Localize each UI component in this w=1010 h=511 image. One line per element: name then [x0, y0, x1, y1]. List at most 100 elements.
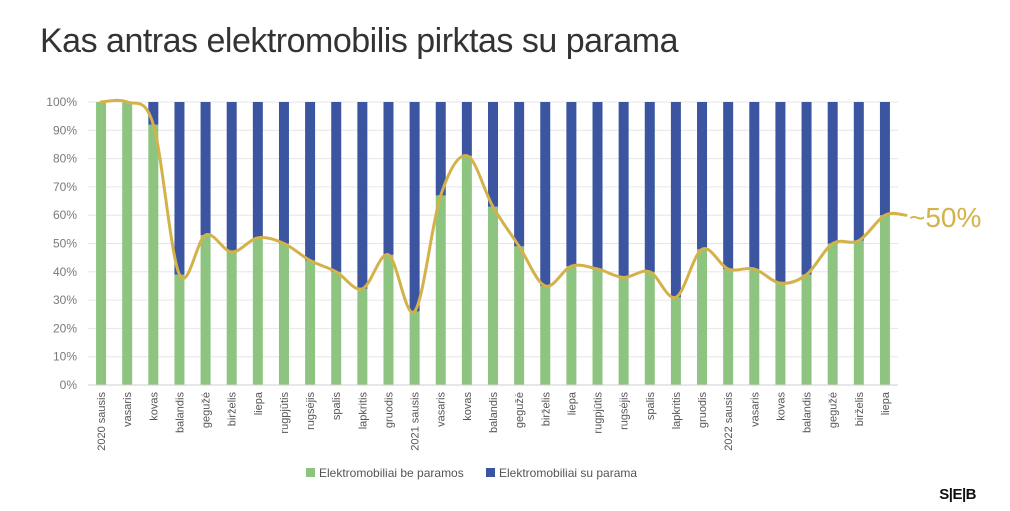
bar-be-paramos	[592, 268, 603, 385]
bar-be-paramos	[749, 268, 760, 385]
bar-su-parama	[278, 102, 289, 244]
x-tick-label: balandis	[802, 392, 814, 433]
y-tick-label: 10%	[53, 350, 77, 364]
bar-su-parama	[540, 102, 551, 286]
bar-be-paramos	[200, 235, 211, 385]
bar-su-parama	[461, 102, 472, 156]
x-tick-label: birželis	[540, 392, 552, 427]
bar-su-parama	[252, 102, 263, 238]
trend-line	[99, 98, 908, 314]
bar-su-parama	[409, 102, 420, 312]
bar-be-paramos	[775, 283, 786, 385]
bar-be-paramos	[226, 251, 237, 385]
bar-be-paramos	[148, 124, 159, 385]
y-tick-label: 40%	[53, 265, 77, 279]
bar-be-paramos	[383, 254, 394, 385]
bar-be-paramos	[409, 311, 420, 385]
x-tick-label: liepa	[566, 391, 578, 415]
bar-be-paramos	[514, 246, 525, 385]
bar-su-parama	[383, 102, 394, 255]
x-tick-label: 2021 sausis	[410, 392, 422, 451]
x-tick-label: gegužė	[201, 392, 213, 428]
x-tick-label: 2022 sausis	[723, 392, 735, 451]
bar-su-parama	[566, 102, 577, 267]
bar-be-paramos	[801, 274, 812, 385]
bar-be-paramos	[618, 277, 629, 385]
x-tick-label: vasaris	[436, 392, 448, 427]
x-tick-label: birželis	[227, 392, 239, 427]
bar-be-paramos	[278, 243, 289, 385]
bar-su-parama	[879, 102, 890, 216]
x-tick-label: vasaris	[122, 392, 134, 427]
bar-be-paramos	[723, 268, 734, 385]
bar-be-paramos	[697, 249, 708, 385]
bar-su-parama	[618, 102, 629, 278]
bar-su-parama	[723, 102, 734, 269]
bar-su-parama	[488, 102, 498, 207]
bar-su-parama	[514, 102, 525, 247]
seb-logo: S|E|B	[939, 486, 976, 503]
legend-swatch-su-parama	[486, 468, 495, 477]
bar-be-paramos	[461, 155, 472, 385]
trend-annotation: ~50%	[909, 202, 981, 233]
x-tick-label: lapkritis	[357, 392, 369, 430]
x-tick-label: gruodis	[383, 392, 395, 429]
bar-be-paramos	[357, 288, 368, 385]
legend-swatch-be-paramos	[306, 468, 315, 477]
x-tick-label: birželis	[854, 392, 866, 427]
x-tick-label: balandis	[488, 392, 500, 433]
y-tick-label: 0%	[60, 378, 78, 392]
bar-be-paramos	[305, 260, 316, 385]
bar-su-parama	[148, 102, 159, 125]
y-tick-label: 80%	[53, 152, 77, 166]
bar-be-paramos	[670, 297, 681, 385]
y-tick-label: 50%	[53, 237, 77, 251]
x-tick-label: lapkritis	[671, 392, 683, 430]
bar-su-parama	[697, 102, 708, 250]
bar-be-paramos	[96, 102, 107, 385]
bar-su-parama	[644, 102, 655, 272]
y-tick-label: 90%	[53, 123, 77, 137]
y-tick-label: 20%	[53, 321, 77, 335]
y-tick-label: 70%	[53, 180, 77, 194]
bar-su-parama	[827, 102, 838, 244]
bar-be-paramos	[174, 274, 185, 385]
bar-be-paramos	[252, 237, 263, 385]
bar-su-parama	[749, 102, 760, 269]
bar-be-paramos	[331, 271, 342, 385]
bar-be-paramos	[879, 215, 890, 385]
x-tick-label: kovas	[148, 392, 160, 421]
bar-su-parama	[775, 102, 786, 284]
x-tick-label: balandis	[174, 392, 186, 433]
bar-be-paramos	[644, 271, 655, 385]
y-tick-label: 30%	[53, 293, 77, 307]
x-tick-label: vasaris	[749, 392, 761, 427]
bar-be-paramos	[435, 195, 446, 385]
bar-su-parama	[357, 102, 368, 289]
bar-su-parama	[435, 102, 446, 196]
y-tick-label: 60%	[53, 208, 77, 222]
x-tick-label: rugsėjis	[619, 392, 631, 430]
bar-su-parama	[853, 102, 864, 241]
bar-su-parama	[200, 102, 211, 236]
bar-su-parama	[331, 102, 342, 272]
bar-su-parama	[174, 102, 185, 275]
bar-be-paramos	[827, 243, 838, 385]
bar-be-paramos	[488, 206, 498, 385]
x-tick-label: liepa	[253, 391, 265, 415]
bar-su-parama	[305, 102, 316, 261]
x-tick-label: kovas	[462, 392, 474, 421]
x-tick-label: gegužė	[828, 392, 840, 428]
x-tick-label: liepa	[880, 391, 892, 415]
y-tick-label: 100%	[46, 95, 77, 109]
x-tick-label: rugsėjis	[305, 392, 317, 430]
legend-label-be-paramos: Elektromobiliai be paramos	[319, 466, 464, 480]
x-tick-label: rugpjūtis	[593, 392, 605, 434]
x-tick-label: spalis	[645, 392, 657, 421]
x-tick-label: gruodis	[697, 392, 709, 429]
bar-su-parama	[592, 102, 603, 269]
x-tick-label: 2020 sausis	[96, 392, 108, 451]
x-tick-label: kovas	[775, 392, 787, 421]
legend-label-su-parama: Elektromobiliai su parama	[499, 466, 637, 480]
